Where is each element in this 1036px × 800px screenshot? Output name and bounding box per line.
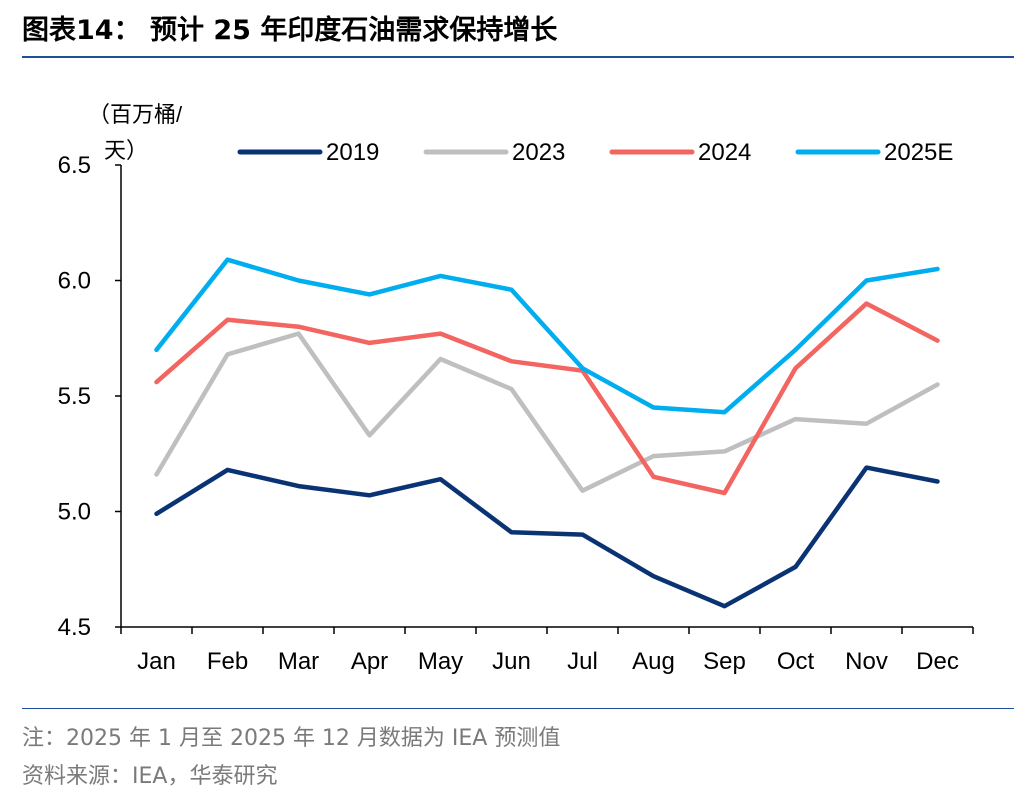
axes: 4.5 5.0 5.5 6.0 6.5 Jan Feb Mar Apr May Jun Jul Aug S…: [58, 152, 974, 675]
x-tick-label: Oct: [777, 648, 815, 675]
x-tick-label: Jun: [492, 648, 531, 675]
series-lines: [154, 257, 940, 609]
legend-label-2024: 2024: [698, 139, 751, 166]
y-tick-label: 5.0: [58, 499, 91, 526]
legend: 2019 2023 2024 2025E: [237, 139, 953, 166]
x-tick-label: Jul: [567, 648, 598, 675]
y-tick-label: 4.5: [58, 614, 91, 641]
legend-label-2025E: 2025E: [884, 139, 953, 166]
series-line-2025E: [154, 257, 940, 415]
x-tick-label: Aug: [632, 648, 675, 675]
y-tick-label: 6.0: [58, 268, 91, 295]
source-note: 资料来源：IEA，华泰研究: [22, 764, 278, 789]
x-tick-label: Sep: [703, 648, 746, 675]
series-line-2024: [154, 301, 940, 496]
series-line-2023: [154, 331, 940, 493]
title-divider: [22, 56, 1014, 58]
x-tick-label: Feb: [207, 648, 248, 675]
x-tick-label: Apr: [351, 648, 388, 675]
x-tick-label: Jan: [137, 648, 176, 675]
footnote: 注：2025 年 1 月至 2025 年 12 月数据为 IEA 预测值: [22, 726, 561, 751]
chart-title: 图表14： 预计 25 年印度石油需求保持增长: [22, 15, 558, 46]
x-tick-label: May: [418, 648, 463, 675]
x-tick-label: Dec: [916, 648, 959, 675]
y-axis-label-line2: 天）: [104, 138, 148, 163]
series-line-2019: [154, 465, 940, 609]
line-chart: （百万桶/ 天） 4.5 5.0 5.5 6.0 6.5 Jan Feb Mar Apr May J…: [58, 102, 974, 675]
footer-divider: [22, 708, 1014, 709]
x-tick-label: Nov: [845, 648, 888, 675]
y-tick-label: 6.5: [58, 152, 91, 179]
y-tick-label: 5.5: [58, 383, 91, 410]
legend-label-2019: 2019: [326, 139, 379, 166]
y-axis-label-line1: （百万桶/: [88, 102, 183, 127]
legend-label-2023: 2023: [512, 139, 565, 166]
x-tick-label: Mar: [278, 648, 319, 675]
